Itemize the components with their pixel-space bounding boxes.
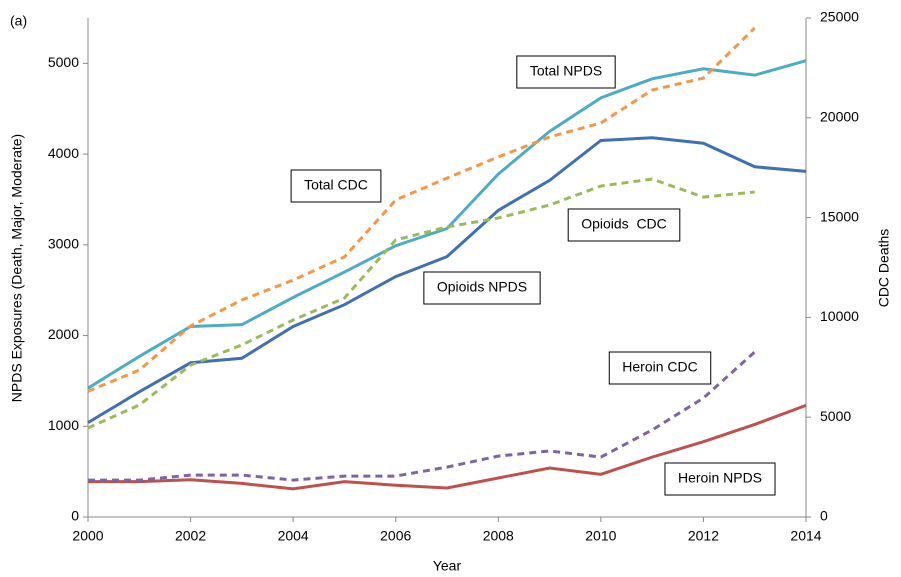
legend-label: Total NPDS [530,63,602,79]
legend-label: Opioids NPDS [437,279,527,295]
legend-box [290,169,382,203]
y-tick-label: 2000 [48,326,79,342]
x-tick-label: 2000 [72,528,103,544]
x-tick-label: 2008 [483,528,514,544]
y2-tick-label: 10000 [820,308,859,324]
x-tick-label: 2012 [688,528,719,544]
x-tick-label: 2006 [380,528,411,544]
x-tick-label: 2010 [585,528,616,544]
series-line [87,59,807,390]
y2-tick-label: 20000 [820,109,859,125]
y2-tick-label: 15000 [820,208,859,224]
legend-box [423,271,541,305]
legend-label: Opioids CDC [581,216,667,232]
y2-tick-label: 0 [820,508,828,524]
y2-axis-label: CDC Deaths [876,229,892,308]
legend-label: Total CDC [304,177,368,193]
legend-box [664,462,776,496]
x-tick-label: 2002 [175,528,206,544]
series-line [88,350,756,482]
x-tick-label: 2004 [278,528,309,544]
legend-label: Heroin NPDS [678,470,762,486]
y-tick-label: 3000 [48,236,79,252]
y2-tick-label: 5000 [820,408,851,424]
y-axis-label: NPDS Exposures (Death, Major, Moderate) [9,134,25,402]
legend-box [567,208,681,242]
legend-label: Heroin CDC [622,359,697,375]
legend-box [516,55,616,89]
series-line [87,136,807,424]
y-tick-label: 0 [71,508,79,524]
y-tick-label: 1000 [48,417,79,433]
y-tick-label: 5000 [48,54,79,70]
series-line [87,26,756,393]
series-line [88,403,807,491]
x-axis-label: Year [433,558,462,574]
panel-label: (a) [10,13,27,29]
legend-box [608,351,712,385]
y-tick-label: 4000 [48,145,79,161]
y2-tick-label: 25000 [820,9,859,25]
x-tick-label: 2014 [790,528,821,544]
